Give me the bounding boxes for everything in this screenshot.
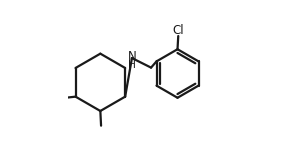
Text: N: N [128,50,136,63]
Text: Cl: Cl [172,24,184,37]
Text: H: H [128,60,136,70]
